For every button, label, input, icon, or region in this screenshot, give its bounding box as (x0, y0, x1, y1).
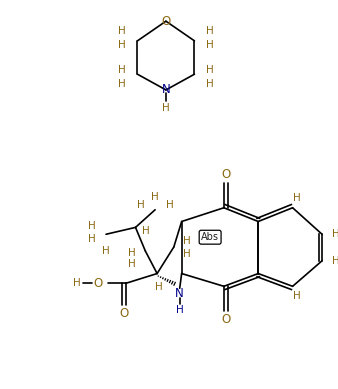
Text: H: H (162, 103, 170, 112)
Text: H: H (137, 200, 144, 210)
Text: H: H (183, 249, 190, 259)
Text: H: H (332, 256, 338, 266)
Text: O: O (161, 15, 171, 28)
Text: H: H (183, 236, 190, 246)
Text: H: H (118, 65, 126, 75)
Text: H: H (102, 246, 110, 256)
Text: O: O (221, 313, 231, 326)
Text: H: H (155, 282, 163, 292)
Text: N: N (175, 287, 184, 300)
Text: N: N (162, 83, 170, 96)
Text: H: H (118, 40, 126, 50)
Text: H: H (151, 192, 159, 202)
Text: H: H (73, 279, 80, 288)
Text: H: H (118, 26, 126, 36)
Text: H: H (142, 226, 150, 237)
Text: O: O (221, 168, 231, 181)
Text: H: H (118, 79, 126, 89)
Text: H: H (176, 305, 184, 315)
Text: Abs: Abs (201, 232, 219, 242)
Text: H: H (89, 221, 96, 231)
Text: H: H (206, 65, 214, 75)
Text: H: H (128, 248, 136, 258)
Text: H: H (166, 200, 174, 210)
Text: O: O (119, 307, 128, 320)
Text: H: H (293, 193, 300, 203)
Text: H: H (128, 259, 136, 269)
Text: H: H (206, 79, 214, 89)
Text: O: O (94, 277, 103, 290)
Text: H: H (89, 234, 96, 244)
Text: H: H (206, 26, 214, 36)
Text: H: H (206, 40, 214, 50)
Text: H: H (332, 229, 338, 239)
Text: H: H (293, 291, 300, 301)
